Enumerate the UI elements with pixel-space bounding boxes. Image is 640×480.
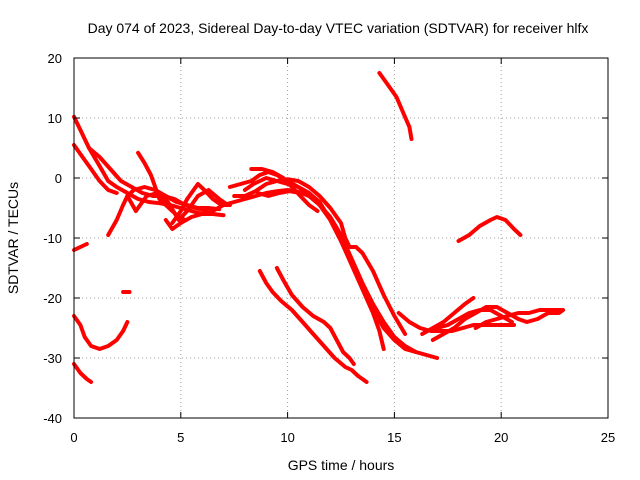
y-tick-label: 20 xyxy=(48,51,62,66)
chart-title: Day 074 of 2023, Sidereal Day-to-day VTE… xyxy=(88,20,589,36)
series-track-s xyxy=(424,308,514,333)
series-track-a xyxy=(72,114,226,218)
series-track-y xyxy=(72,362,94,384)
x-tick-label: 15 xyxy=(387,430,401,445)
series-track-p xyxy=(377,71,414,141)
series-track-g xyxy=(170,182,232,225)
grid xyxy=(74,58,608,418)
x-tick-label: 10 xyxy=(280,430,294,445)
y-tick-label: -40 xyxy=(43,411,62,426)
series-track-k xyxy=(242,176,386,351)
series-track-f xyxy=(125,188,230,222)
y-tick-label: -20 xyxy=(43,291,62,306)
series-track-n xyxy=(257,269,369,384)
series-track-o xyxy=(274,266,356,366)
series-track-x xyxy=(72,314,130,351)
x-tick-label: 20 xyxy=(494,430,508,445)
y-tick-label: 10 xyxy=(48,111,62,126)
series-track-j xyxy=(232,177,408,336)
series-track-w xyxy=(72,242,89,252)
series-group xyxy=(72,71,566,384)
x-tick-label: 5 xyxy=(177,430,184,445)
series-track-l xyxy=(249,167,320,213)
y-axis-label: SDTVAR / TECUs xyxy=(5,182,21,294)
series-track-t xyxy=(430,305,566,342)
series-track-v xyxy=(456,215,523,243)
ticks xyxy=(73,57,609,419)
x-tick-label: 25 xyxy=(601,430,615,445)
x-tick-labels: 0 5 10 15 20 25 xyxy=(70,430,615,445)
y-tick-label: -30 xyxy=(43,351,62,366)
x-tick-label: 0 xyxy=(70,430,77,445)
series-track-u xyxy=(473,308,563,330)
y-tick-label: -10 xyxy=(43,231,62,246)
x-axis-label: GPS time / hours xyxy=(288,457,395,473)
series-track-b xyxy=(72,143,119,195)
series-track-m xyxy=(255,189,303,198)
series-track-q xyxy=(396,311,516,333)
y-tick-labels: -40 -30 -20 -10 0 10 20 xyxy=(43,51,62,426)
y-tick-label: 0 xyxy=(55,171,62,186)
